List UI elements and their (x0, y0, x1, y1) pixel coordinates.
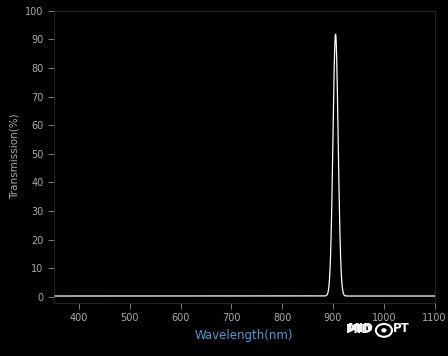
X-axis label: Wavelength(nm): Wavelength(nm) (195, 329, 293, 341)
Text: MID: MID (346, 323, 372, 336)
Circle shape (382, 329, 386, 332)
Y-axis label: Transmission(%): Transmission(%) (9, 114, 19, 199)
Text: PT: PT (393, 321, 410, 335)
Text: MID: MID (348, 321, 374, 335)
